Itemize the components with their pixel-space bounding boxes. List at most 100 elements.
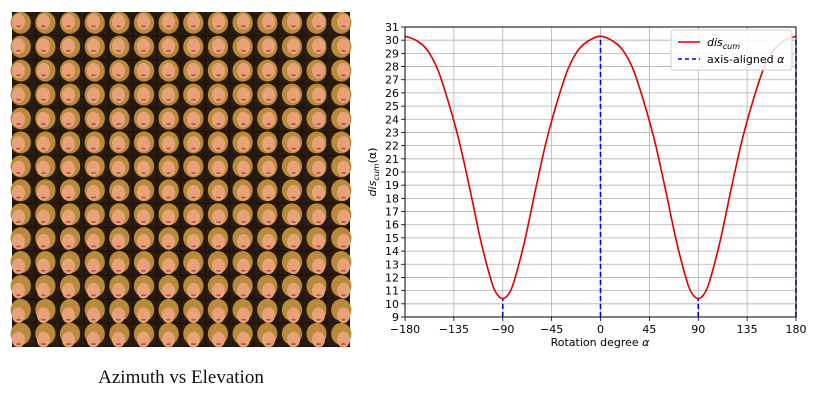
face-thumbnail — [157, 35, 181, 60]
face-thumbnail — [253, 227, 278, 251]
face-thumbnail — [157, 107, 181, 132]
face-thumbnail — [10, 298, 36, 324]
face-thumbnail — [133, 59, 157, 84]
face-thumbnail — [84, 107, 109, 132]
face-thumbnail — [133, 203, 157, 227]
face-thumbnail — [35, 251, 60, 275]
face-thumbnail — [157, 274, 181, 299]
face-thumbnail — [278, 11, 303, 36]
face-thumbnail — [10, 35, 36, 60]
face-thumbnail — [326, 35, 352, 60]
face-thumbnail — [35, 203, 60, 227]
face-thumbnail — [205, 251, 229, 275]
face-thumbnail — [35, 274, 60, 299]
face-thumbnail — [229, 298, 253, 324]
face-thumbnail — [84, 227, 109, 251]
face-thumbnail — [253, 274, 278, 299]
face-thumbnail — [181, 131, 205, 156]
face-thumbnail — [302, 227, 327, 251]
face-thumbnail — [35, 35, 60, 60]
face-thumbnail — [326, 322, 352, 348]
x-axis-label: Rotation degree α — [551, 336, 651, 349]
face-thumbnail — [59, 107, 84, 132]
face-thumbnail — [59, 35, 84, 60]
face-thumbnail — [278, 83, 303, 108]
face-thumbnail — [278, 274, 303, 299]
face-thumbnail — [302, 107, 327, 132]
face-thumbnail — [253, 131, 278, 156]
face-thumbnail — [181, 274, 205, 299]
face-thumbnail — [326, 179, 352, 203]
face-thumbnail — [109, 107, 133, 132]
face-thumbnail — [302, 274, 327, 299]
y-tick-label: 26 — [385, 87, 399, 100]
face-thumbnail — [133, 107, 157, 132]
face-thumbnail — [229, 179, 253, 203]
face-thumbnail — [157, 322, 181, 348]
face-thumbnail — [109, 35, 133, 60]
face-grid-caption: Azimuth vs Elevation — [98, 367, 264, 388]
face-thumbnail — [278, 227, 303, 251]
y-tick-label: 18 — [385, 192, 399, 205]
face-thumbnail — [109, 274, 133, 299]
face-thumbnail — [302, 59, 327, 84]
face-thumbnail — [302, 83, 327, 108]
face-thumbnail — [278, 59, 303, 84]
face-thumbnail — [326, 59, 352, 84]
x-tick-label: 90 — [691, 323, 705, 336]
face-thumbnail — [59, 322, 84, 348]
face-thumbnail — [35, 59, 60, 84]
face-thumbnail — [302, 131, 327, 156]
face-thumbnail — [229, 11, 253, 36]
face-thumbnail — [84, 179, 109, 203]
face-thumbnail — [181, 251, 205, 275]
y-tick-label: 11 — [385, 285, 399, 298]
legend-label-dis-cum: discum — [707, 36, 740, 51]
face-thumbnail — [205, 35, 229, 60]
face-thumbnail — [302, 298, 327, 324]
y-tick-label: 25 — [385, 100, 399, 113]
face-thumbnail — [326, 203, 352, 227]
legend: discum axis-aligned α — [670, 29, 793, 71]
y-tick-label: 12 — [385, 271, 399, 284]
face-thumbnail — [109, 203, 133, 227]
face-thumbnail — [205, 83, 229, 108]
face-thumbnail — [157, 155, 181, 179]
face-thumbnail — [157, 298, 181, 324]
x-tick-label: 135 — [737, 323, 758, 336]
face-thumbnail — [278, 251, 303, 275]
face-thumbnail — [229, 203, 253, 227]
face-thumbnail — [326, 131, 352, 156]
face-thumbnail — [35, 107, 60, 132]
y-tick-label: 16 — [385, 219, 399, 232]
face-thumbnail — [10, 83, 36, 108]
plot-frame — [404, 26, 797, 318]
face-thumbnail — [59, 298, 84, 324]
face-thumbnail — [181, 298, 205, 324]
face-thumbnail — [133, 322, 157, 348]
face-thumbnail — [326, 251, 352, 275]
x-tick-label: −90 — [491, 323, 514, 336]
face-thumbnail — [35, 322, 60, 348]
face-thumbnail — [10, 251, 36, 275]
face-thumbnail — [59, 59, 84, 84]
face-thumbnail — [229, 107, 253, 132]
face-thumbnail — [205, 107, 229, 132]
face-thumbnail — [35, 83, 60, 108]
face-thumbnail — [181, 11, 205, 36]
face-thumbnail — [253, 155, 278, 179]
face-thumbnail — [133, 298, 157, 324]
face-thumbnail — [253, 203, 278, 227]
face-thumbnail — [10, 155, 36, 179]
face-thumbnail — [59, 251, 84, 275]
face-thumbnail — [326, 83, 352, 108]
face-thumbnail — [181, 179, 205, 203]
face-thumbnail — [181, 227, 205, 251]
face-thumbnail — [59, 274, 84, 299]
x-tick-label: 0 — [597, 323, 604, 336]
face-thumbnail — [59, 11, 84, 36]
face-thumbnail — [84, 274, 109, 299]
face-thumbnail — [10, 227, 36, 251]
face-thumbnail — [35, 227, 60, 251]
